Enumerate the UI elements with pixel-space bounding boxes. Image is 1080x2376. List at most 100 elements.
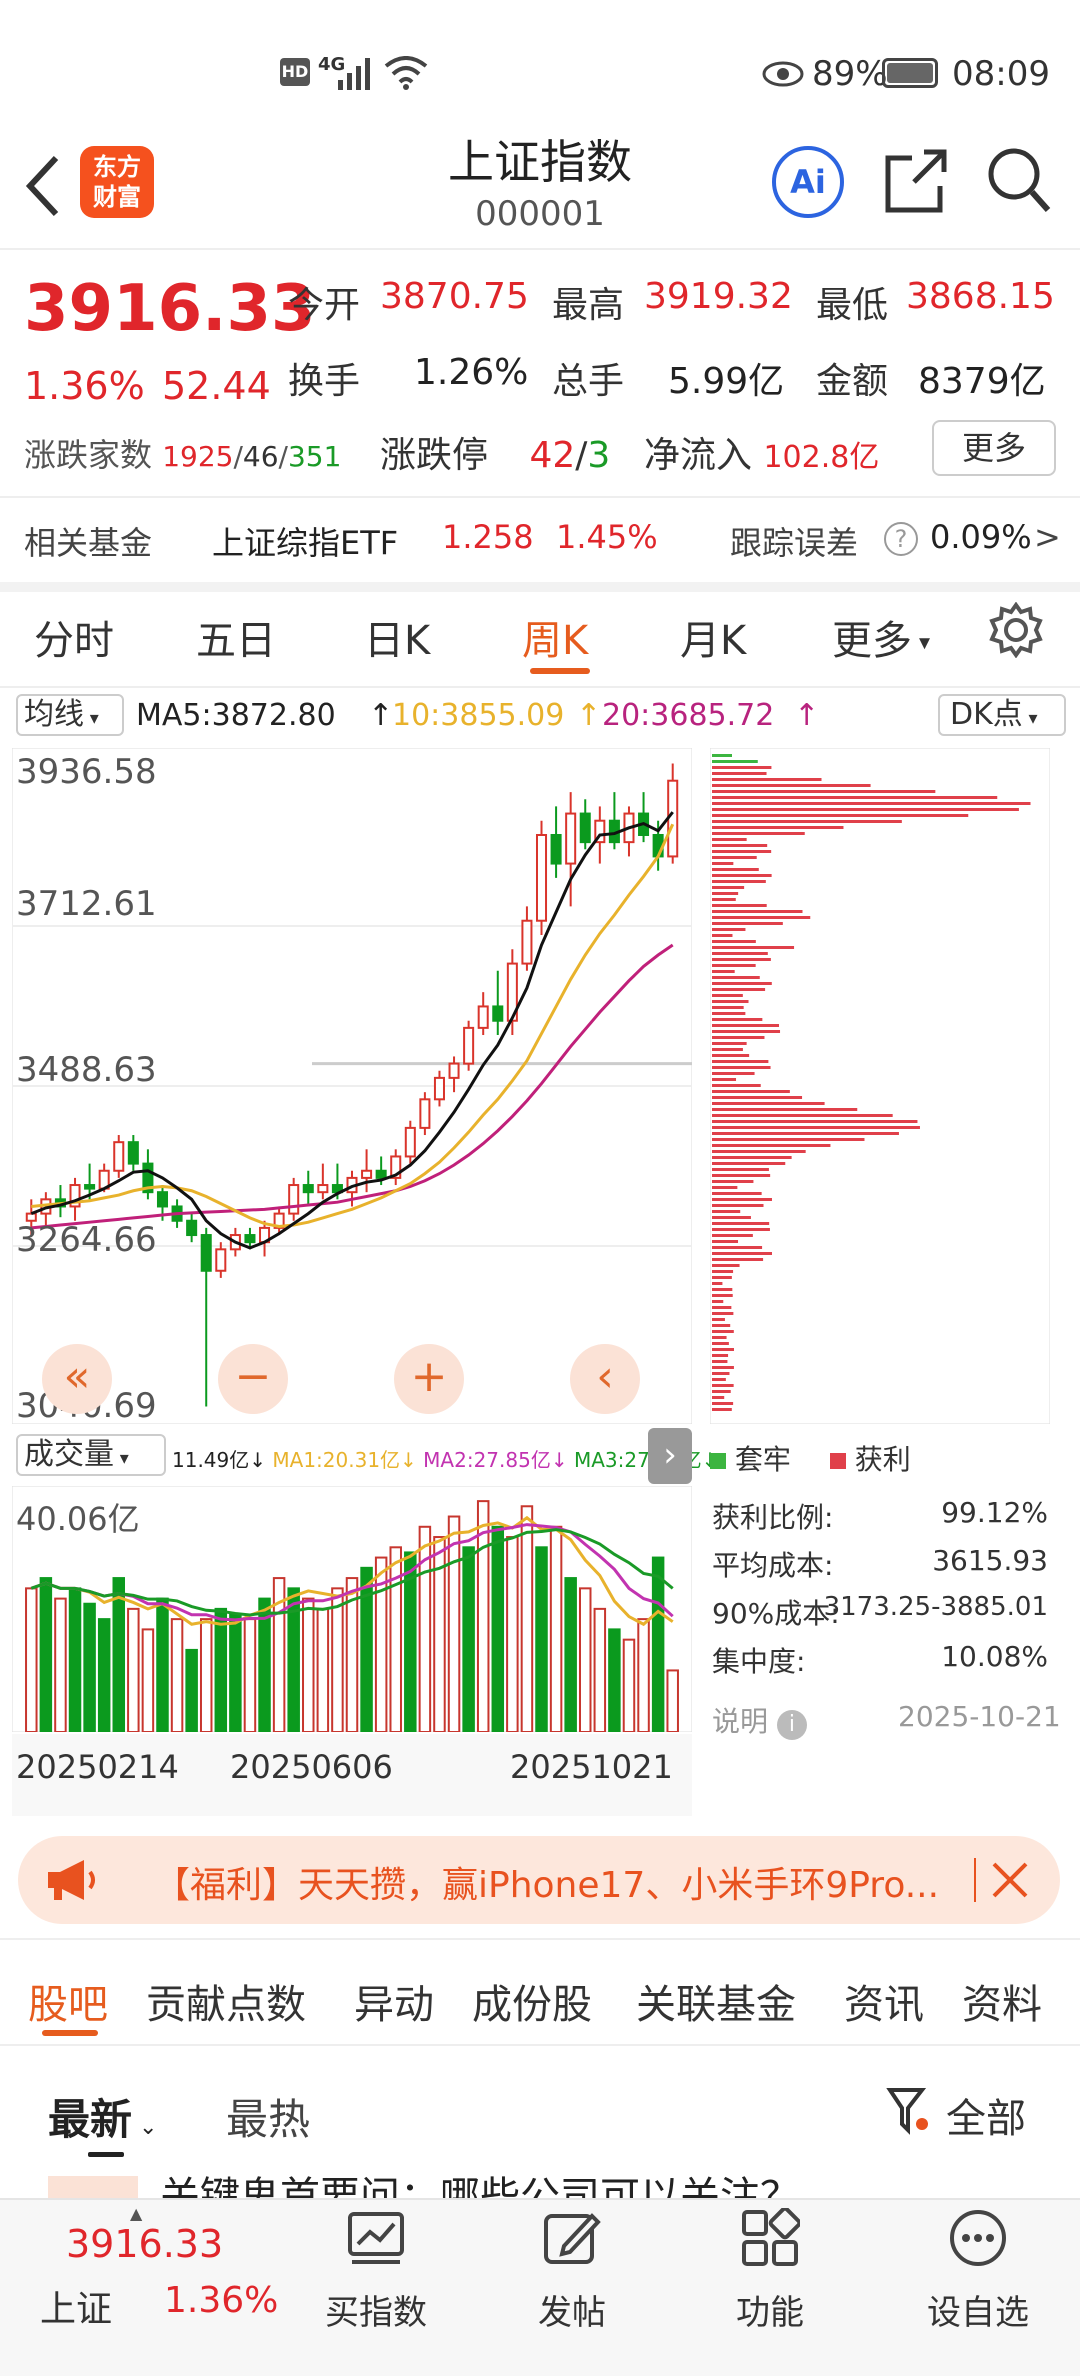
add-watchlist-button[interactable]: 设自选 (898, 2208, 1058, 2334)
volume-bar (97, 1618, 111, 1732)
candle (317, 1184, 329, 1194)
chip-bar (712, 1366, 734, 1369)
chip-bar (712, 1288, 733, 1291)
tab-fenshi[interactable]: 分时 (34, 618, 114, 664)
post-button[interactable]: 发帖 (492, 2208, 652, 2334)
chip-bar (712, 808, 1019, 811)
tab-news[interactable]: 资讯 (844, 1982, 924, 2028)
tab-zhouk[interactable]: 周K (522, 618, 589, 664)
kline-chart[interactable] (12, 748, 692, 1424)
sort-hottest[interactable]: 最热 (226, 2095, 311, 2144)
tab-movement[interactable]: 异动 (354, 1982, 434, 2028)
dk-button[interactable]: DK点 ▾ (938, 694, 1066, 736)
volume-bar (418, 1525, 432, 1732)
sort-latest[interactable]: 最新 ⌄ (48, 2095, 158, 2144)
prev-button[interactable]: ‹ (570, 1344, 640, 1414)
chip-bar (712, 934, 733, 937)
chip-bar (712, 796, 998, 799)
candle (69, 1184, 81, 1208)
share-icon[interactable] (884, 148, 948, 214)
fund-name[interactable]: 上证综指ETF (212, 524, 399, 562)
candle (550, 833, 562, 865)
volume-bar (447, 1515, 461, 1732)
gear-icon[interactable] (988, 602, 1044, 658)
chip-bar (712, 1252, 772, 1255)
vol-ma1-line (30, 1515, 674, 1627)
arrow-up-icon: ↑ (794, 698, 820, 733)
chip-bar (712, 1210, 741, 1213)
volume-label: 总手 (552, 361, 625, 402)
promo-banner[interactable]: 【福利】天天攒，赢iPhone17、小米手环9Pro... (18, 1836, 1060, 1924)
related-fund-label: 相关基金 (24, 524, 153, 562)
candle (390, 1155, 402, 1179)
chip-bar (712, 1006, 744, 1009)
chip-bar (712, 1240, 739, 1243)
chip-bar (712, 1078, 737, 1081)
amount-value: 8379亿 (918, 361, 1046, 402)
chip-bar (712, 838, 747, 841)
chip-bar (712, 1144, 831, 1147)
back-icon[interactable] (22, 154, 62, 218)
candle (521, 919, 533, 965)
tab-guba[interactable]: 股吧 (28, 1982, 108, 2028)
volume-selector[interactable]: 成交量 ▾ (16, 1434, 166, 1476)
chip-bar (712, 1216, 751, 1219)
filter-all[interactable]: 全部 (946, 2096, 1026, 2142)
chip-bar (712, 928, 746, 931)
tab-rik[interactable]: 日K (364, 618, 431, 664)
chip-bar (712, 1198, 772, 1201)
tab-yuek[interactable]: 月K (680, 618, 747, 664)
zoom-out-button[interactable]: − (218, 1344, 288, 1414)
megaphone-icon (48, 1860, 95, 1900)
chip-bar (712, 1372, 730, 1375)
chip-bar (712, 922, 783, 925)
buy-index-button[interactable]: 买指数 (296, 2208, 456, 2334)
ma10-legend: 10:3855.09 (392, 698, 565, 733)
tab-wuri[interactable]: 五日 (196, 618, 276, 664)
chip-bar (712, 778, 822, 781)
chip-bar (712, 1312, 734, 1315)
tab-contribution[interactable]: 贡献点数 (146, 1982, 306, 2028)
candle (113, 1141, 125, 1172)
collapse-arrow-icon[interactable]: › (648, 1428, 692, 1484)
rewind-button[interactable]: « (42, 1344, 112, 1414)
zoom-in-button[interactable]: + (394, 1344, 464, 1414)
x-label: 20251021 (510, 1748, 673, 1786)
help-icon[interactable]: ? (884, 522, 918, 556)
feed-preview[interactable]: 关键鬼首要问：哪些公司可以关注？ (40, 2176, 1040, 2198)
stock-code: 000001 (475, 194, 605, 234)
chip-bar (712, 1102, 825, 1105)
chip-bar (712, 790, 936, 793)
signal-icon (338, 58, 370, 90)
tab-more[interactable]: 更多 ▾ (832, 618, 931, 664)
ma-selector[interactable]: 均线 ▾ (16, 694, 124, 736)
arrow-right-icon[interactable]: > (1034, 518, 1061, 556)
candle (419, 1098, 431, 1129)
volume-bar (272, 1577, 286, 1732)
battery-percent: 89% (812, 54, 888, 94)
fund-pct: 1.45% (556, 518, 658, 556)
volume-bar (651, 1556, 665, 1732)
close-icon[interactable] (990, 1860, 1030, 1900)
chip-bar (712, 1048, 743, 1051)
volume-bar (156, 1597, 169, 1732)
more-button[interactable]: 更多 (932, 420, 1056, 476)
chip-bar (712, 1132, 899, 1135)
volume-bar (185, 1648, 198, 1732)
chip-bar (712, 1408, 732, 1411)
chip-bar (712, 784, 871, 787)
tab-constituents[interactable]: 成份股 (472, 1982, 592, 2028)
function-button[interactable]: 功能 (690, 2206, 850, 2334)
tab-profile[interactable]: 资料 (962, 1982, 1042, 2028)
search-icon[interactable] (986, 146, 1052, 216)
chip-bar (712, 1096, 803, 1099)
chip-bar (712, 1354, 729, 1357)
filter-icon[interactable] (886, 2084, 930, 2136)
note-link[interactable]: 说明 i (712, 1700, 807, 1740)
ai-button[interactable]: Ai (772, 146, 844, 218)
arrow-up-icon: ↑ (576, 698, 602, 733)
chip-bar (712, 1348, 734, 1351)
chip-bar (712, 964, 756, 967)
tab-related-funds[interactable]: 关联基金 (636, 1982, 796, 2028)
chip-bar (712, 1276, 732, 1279)
